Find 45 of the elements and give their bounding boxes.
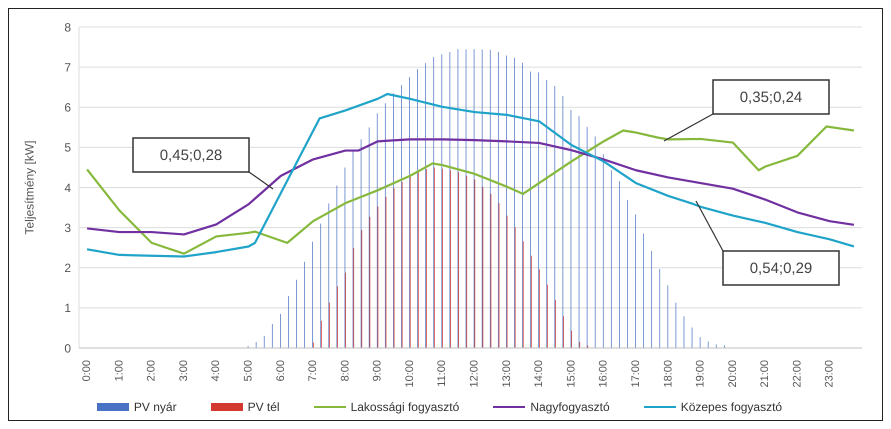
x-tick-label: 0:00 — [81, 360, 94, 382]
x-tick-label: 9:00 — [372, 360, 384, 382]
legend-label: PV nyár — [134, 400, 177, 414]
x-tick-label: 19:00 — [694, 360, 707, 388]
x-tick-label: 17:00 — [630, 360, 642, 388]
line-series — [86, 92, 856, 258]
y-tick-label: 0 — [64, 341, 72, 356]
legend-label: Nagyfogyasztó — [530, 400, 610, 414]
annotation: 0,45;0,28 — [160, 147, 222, 164]
x-tick-label: 1:00 — [113, 360, 126, 382]
y-tick-label: 4 — [64, 180, 72, 195]
y-axis-title: Teljesítmény [kW] — [22, 140, 36, 235]
x-tick-label: 23:00 — [824, 360, 836, 388]
y-tick-label: 3 — [64, 220, 72, 235]
y-tick-label: 6 — [64, 100, 72, 115]
y-tick-label: 8 — [64, 20, 72, 34]
x-tick-label: 15:00 — [565, 360, 578, 388]
x-tick-label: 3:00 — [178, 360, 190, 382]
x-tick-label: 8:00 — [339, 360, 352, 382]
legend-label: Közepes fogyasztó — [680, 400, 782, 414]
x-tick-label: 20:00 — [726, 360, 739, 388]
legend-label: PV tél — [248, 400, 280, 414]
x-tick-label: 12:00 — [468, 360, 481, 388]
x-tick-label: 14:00 — [533, 360, 546, 388]
annotation: 0,35;0,24 — [740, 89, 802, 106]
x-tick-label: 11:00 — [436, 360, 448, 387]
x-tick-label: 13:00 — [500, 360, 513, 388]
y-tick-label: 1 — [64, 301, 72, 316]
x-tick-label: 16:00 — [598, 360, 610, 388]
x-tick-label: 2:00 — [146, 360, 158, 382]
x-tick-label: 10:00 — [404, 360, 416, 388]
x-tick-label: 6:00 — [274, 360, 287, 382]
y-tick-label: 5 — [64, 140, 72, 155]
x-tick-label: 21:00 — [759, 360, 772, 388]
x-tick-label: 4:00 — [210, 360, 222, 382]
y-tick-label: 2 — [64, 261, 72, 276]
x-tick-label: 7:00 — [307, 360, 320, 382]
line-series — [86, 125, 856, 255]
x-tick-label: 18:00 — [662, 360, 674, 388]
line-series — [86, 138, 856, 236]
legend-label: Lakossági fogyasztó — [350, 400, 460, 414]
x-tick-label: 22:00 — [791, 360, 804, 388]
y-tick-label: 7 — [64, 60, 72, 74]
annotation: 0,54;0,29 — [750, 260, 812, 277]
x-tick-label: 5:00 — [242, 360, 255, 382]
